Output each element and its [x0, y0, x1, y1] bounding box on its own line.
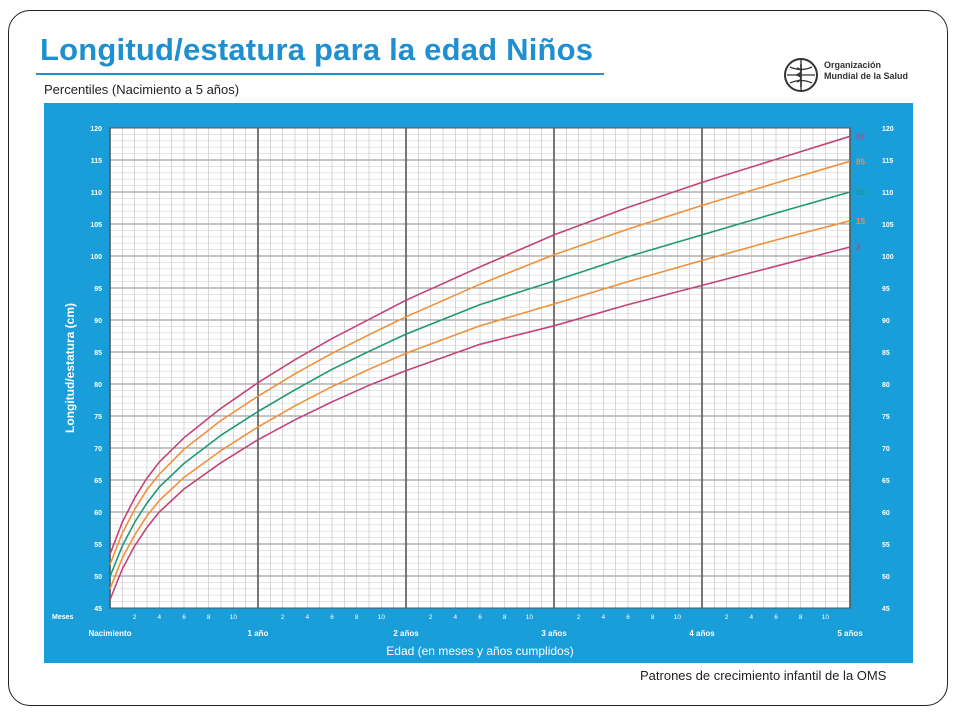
who-logo: Organización Mundial de la Salud — [782, 56, 932, 96]
x-month-label: 6 — [182, 614, 186, 621]
x-year-label: 2 años — [393, 629, 419, 638]
percentile-line-15 — [109, 220, 851, 590]
y-tick-label-left: 120 — [90, 126, 102, 133]
x-month-label: 6 — [626, 614, 630, 621]
x-month-label: 8 — [503, 614, 507, 621]
x-month-label: 10 — [674, 614, 682, 621]
y-tick-label-right: 75 — [882, 414, 890, 421]
x-axis-label: Edad (en meses y años cumplidos) — [386, 644, 573, 658]
y-tick-label-right: 60 — [882, 510, 890, 517]
y-tick-label-right: 45 — [882, 606, 890, 613]
x-unit-label: Meses — [52, 614, 74, 621]
x-month-label: 2 — [281, 614, 285, 621]
percentile-line-50 — [109, 191, 851, 577]
y-tick-label-right: 70 — [882, 446, 890, 453]
y-tick-label-right: 85 — [882, 350, 890, 357]
x-month-label: 4 — [602, 614, 606, 621]
x-month-label: 10 — [378, 614, 386, 621]
x-month-label: 10 — [526, 614, 534, 621]
y-tick-label-left: 60 — [94, 510, 102, 517]
y-tick-label-right: 105 — [882, 222, 894, 229]
percentile-label-50: 50 — [856, 188, 865, 197]
x-year-label: 3 años — [541, 629, 567, 638]
x-year-label: Nacimiento — [88, 629, 131, 638]
percentile-label-3: 3 — [856, 243, 861, 252]
y-tick-label-left: 55 — [94, 542, 102, 549]
y-tick-label-right: 50 — [882, 574, 890, 581]
x-year-label: 5 años — [837, 629, 863, 638]
page-subtitle: Percentiles (Nacimiento a 5 años) — [44, 82, 240, 97]
x-month-label: 2 — [725, 614, 729, 621]
y-axis-label: Longitud/estatura (cm) — [63, 303, 77, 433]
y-tick-label-right: 95 — [882, 286, 890, 293]
who-emblem-icon — [784, 58, 818, 92]
y-tick-label-right: 115 — [882, 158, 893, 165]
x-month-label: 2 — [429, 614, 433, 621]
y-tick-label-right: 100 — [882, 254, 894, 261]
x-month-label: 4 — [750, 614, 754, 621]
footer-source: Patrones de crecimiento infantil de la O… — [640, 668, 887, 683]
y-tick-label-left: 105 — [90, 222, 102, 229]
x-month-label: 10 — [230, 614, 238, 621]
x-month-label: 4 — [454, 614, 458, 621]
y-tick-label-right: 65 — [882, 478, 890, 485]
x-month-label: 6 — [330, 614, 334, 621]
plot-border — [109, 127, 851, 609]
percentile-line-85 — [109, 160, 851, 565]
y-tick-label-left: 110 — [91, 190, 102, 197]
x-month-label: 4 — [158, 614, 162, 621]
y-tick-label-right: 90 — [882, 318, 890, 325]
x-month-label: 8 — [207, 614, 211, 621]
growth-chart: 45 45 50 50 55 55 60 60 65 65 70 70 75 75 80 80 85 85 90 90… — [44, 103, 913, 663]
x-month-label: 2 — [133, 614, 137, 621]
y-tick-label-right: 55 — [882, 542, 890, 549]
y-tick-label-left: 75 — [94, 414, 102, 421]
percentile-label-85: 85 — [856, 157, 865, 166]
y-tick-label-left: 90 — [94, 318, 102, 325]
page-title: Longitud/estatura para la edad Niños — [40, 32, 594, 67]
x-month-label: 6 — [478, 614, 482, 621]
x-year-label: 4 años — [689, 629, 715, 638]
growth-chart-svg: 45 45 50 50 55 55 60 60 65 65 70 70 75 75 80 80 85 85 90 90… — [52, 126, 894, 658]
y-tick-label-left: 100 — [90, 254, 102, 261]
x-year-label: 1 año — [248, 629, 269, 638]
x-month-label: 6 — [774, 614, 778, 621]
y-tick-label-left: 65 — [94, 478, 102, 485]
percentile-label-15: 15 — [856, 217, 865, 226]
y-tick-label-left: 70 — [94, 446, 102, 453]
y-tick-label-left: 95 — [94, 286, 102, 293]
x-month-label: 8 — [799, 614, 803, 621]
percentile-label-97: 97 — [856, 132, 865, 141]
y-tick-label-left: 115 — [91, 158, 102, 165]
logo-text-line1: Organización — [824, 60, 882, 70]
x-month-label: 2 — [577, 614, 581, 621]
x-month-label: 8 — [355, 614, 359, 621]
percentile-line-97 — [109, 135, 851, 555]
logo-text-line2: Mundial de la Salud — [824, 71, 909, 81]
y-tick-label-left: 85 — [94, 350, 102, 357]
x-month-label: 10 — [822, 614, 830, 621]
y-tick-label-right: 120 — [882, 126, 894, 133]
title-underline — [36, 73, 604, 75]
percentile-line-3 — [109, 246, 851, 600]
y-tick-label-left: 80 — [94, 382, 102, 389]
y-tick-label-right: 110 — [882, 190, 893, 197]
x-month-label: 8 — [651, 614, 655, 621]
x-month-label: 4 — [306, 614, 310, 621]
y-tick-label-right: 80 — [882, 382, 890, 389]
y-tick-label-left: 45 — [94, 606, 102, 613]
y-tick-label-left: 50 — [94, 574, 102, 581]
